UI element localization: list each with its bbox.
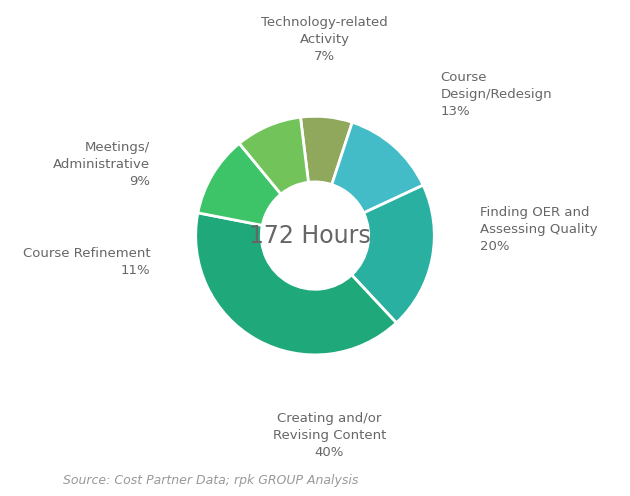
Wedge shape bbox=[198, 143, 281, 225]
Wedge shape bbox=[332, 122, 423, 213]
Text: 172 Hours: 172 Hours bbox=[249, 224, 371, 248]
Text: Course
Design/Redesign
13%: Course Design/Redesign 13% bbox=[440, 71, 552, 119]
Text: Creating and/or
Revising Content
40%: Creating and/or Revising Content 40% bbox=[273, 412, 386, 459]
Text: Course Refinement
11%: Course Refinement 11% bbox=[23, 247, 151, 277]
Text: Finding OER and
Assessing Quality
20%: Finding OER and Assessing Quality 20% bbox=[479, 206, 597, 253]
Text: Source: Cost Partner Data; rpk GROUP Analysis: Source: Cost Partner Data; rpk GROUP Ana… bbox=[63, 474, 358, 487]
Wedge shape bbox=[196, 213, 396, 355]
Text: Technology-related
Activity
7%: Technology-related Activity 7% bbox=[261, 15, 388, 62]
Text: Meetings/
Administrative
9%: Meetings/ Administrative 9% bbox=[53, 140, 151, 187]
Wedge shape bbox=[239, 117, 309, 194]
Wedge shape bbox=[352, 185, 434, 323]
Wedge shape bbox=[301, 116, 352, 185]
